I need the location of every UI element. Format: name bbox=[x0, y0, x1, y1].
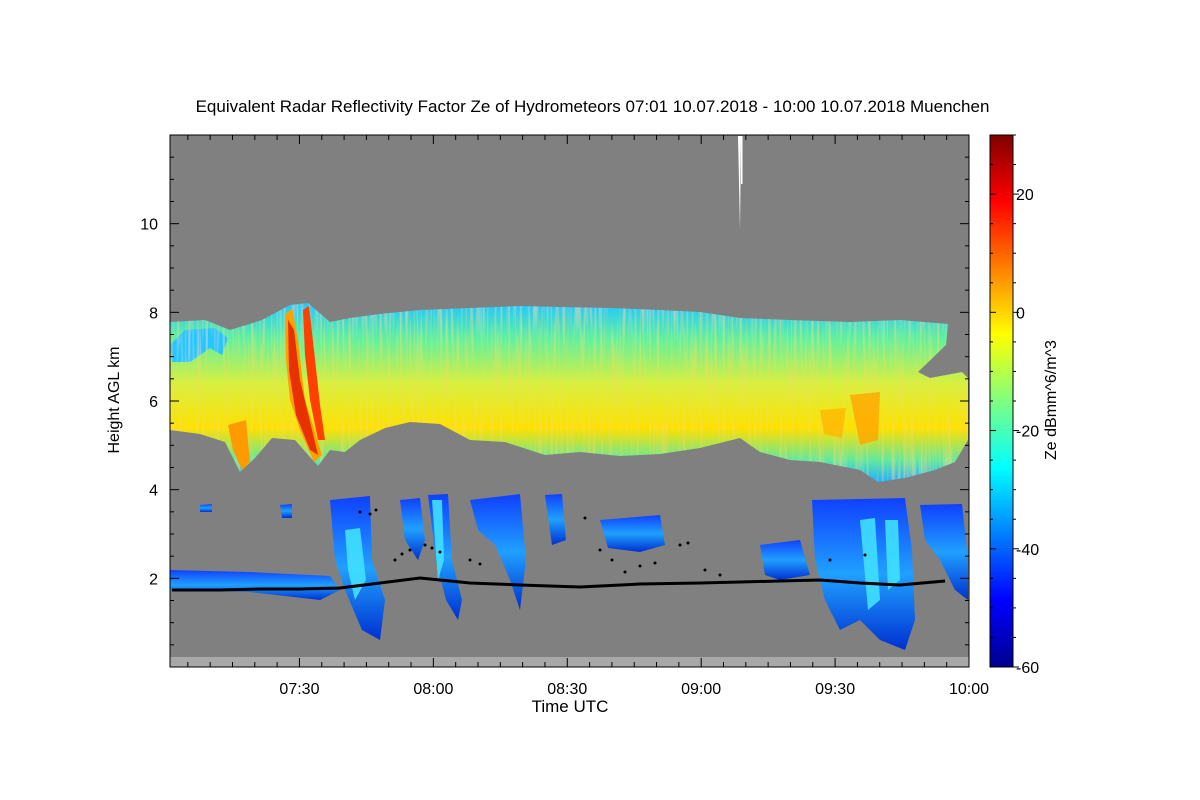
x-axis-label: Time UTC bbox=[531, 697, 609, 716]
upper-cloud-left-patch bbox=[170, 328, 228, 362]
colorbar-tick-label: -20 bbox=[1016, 424, 1039, 441]
y-tick-label: 4 bbox=[149, 483, 158, 500]
colorbar bbox=[989, 134, 1014, 668]
data-gap-spike-2 bbox=[741, 136, 743, 184]
x-tick-label: 07:30 bbox=[279, 681, 319, 698]
colorbar-tick-label: -40 bbox=[1016, 542, 1039, 559]
x-ticks: 07:30 08:00 08:30 09:00 09:30 10:00 bbox=[187, 135, 989, 698]
convective-core bbox=[228, 306, 880, 470]
colorbar-tick-label: -60 bbox=[1016, 660, 1039, 677]
colorbar-ticks: -60 -40 -20 0 20 bbox=[990, 134, 1039, 677]
y-tick-label: 10 bbox=[140, 217, 158, 234]
colorbar-tick-label: 0 bbox=[1016, 305, 1025, 322]
colorbar-tick-label: 20 bbox=[1016, 187, 1034, 204]
cloud-base-line bbox=[172, 576, 946, 592]
upper-cloud-main bbox=[170, 303, 968, 482]
lower-cloud-highlights bbox=[345, 500, 900, 610]
ground-clutter-band bbox=[170, 657, 969, 667]
x-tick-label: 08:30 bbox=[547, 681, 587, 698]
x-tick-label: 09:00 bbox=[681, 681, 721, 698]
chart-title: Equivalent Radar Reflectivity Factor Ze … bbox=[195, 97, 990, 116]
cloud-base-dots bbox=[358, 508, 867, 577]
x-tick-label: 10:00 bbox=[949, 681, 989, 698]
y-ticks: 2 4 6 8 10 bbox=[140, 156, 969, 646]
x-tick-label: 08:00 bbox=[413, 681, 453, 698]
data-gap-spike bbox=[738, 136, 741, 230]
y-tick-label: 6 bbox=[149, 394, 158, 411]
y-tick-label: 8 bbox=[149, 305, 158, 322]
y-tick-label: 2 bbox=[149, 571, 158, 588]
x-tick-label: 09:30 bbox=[815, 681, 855, 698]
upper-cloud-layer bbox=[170, 303, 968, 482]
